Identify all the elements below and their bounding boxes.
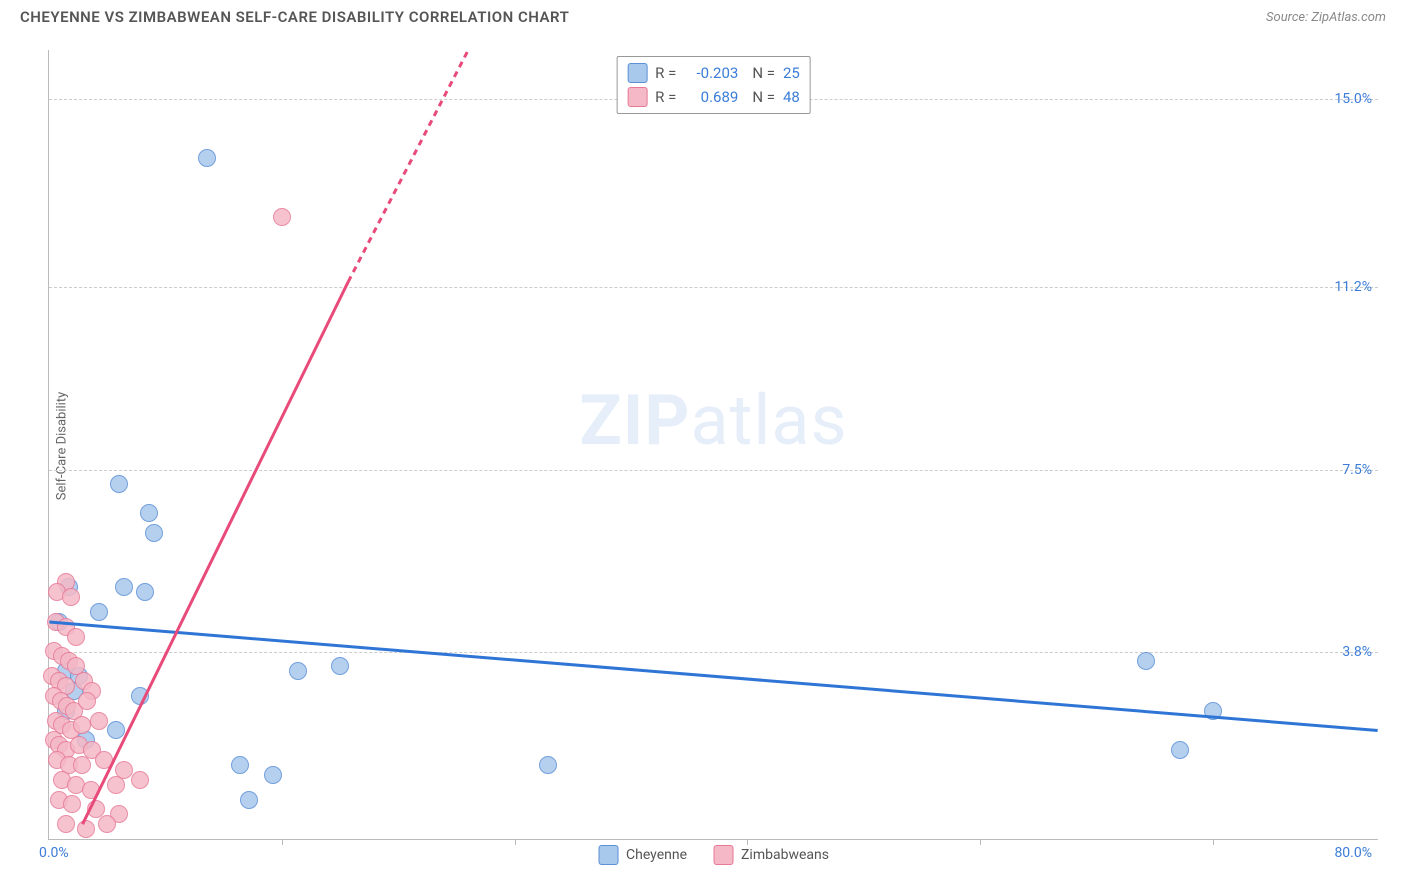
scatter-point	[98, 815, 116, 833]
legend-series-item: Cheyenne	[598, 845, 687, 865]
source-attribution: Source: ZipAtlas.com	[1266, 10, 1386, 25]
scatter-point	[231, 756, 249, 774]
scatter-point	[273, 208, 291, 226]
legend-n-value: 48	[783, 88, 800, 106]
scatter-point	[289, 662, 307, 680]
correlation-legend: R = -0.203 N = 25 R = 0.689 N = 48	[616, 56, 811, 114]
x-axis-max-label: 80.0%	[1334, 845, 1372, 861]
scatter-point	[110, 475, 128, 493]
x-tick-mark	[980, 839, 981, 845]
chart-title: CHEYENNE VS ZIMBABWEAN SELF-CARE DISABIL…	[20, 8, 569, 26]
series-legend: Cheyenne Zimbabweans	[598, 845, 829, 865]
legend-series-item: Zimbabweans	[713, 845, 829, 865]
legend-n-label: N =	[752, 88, 775, 106]
scatter-point	[57, 815, 75, 833]
scatter-point	[198, 149, 216, 167]
legend-series-label: Zimbabweans	[741, 847, 829, 863]
trend-line	[49, 622, 1377, 730]
scatter-point	[90, 603, 108, 621]
scatter-point	[115, 578, 133, 596]
scatter-point	[73, 756, 91, 774]
x-tick-mark	[747, 839, 748, 845]
legend-swatch-icon	[598, 845, 618, 865]
legend-n-label: N =	[752, 64, 775, 82]
gridline-horizontal	[49, 652, 1378, 653]
legend-r-value: 0.689	[684, 88, 738, 106]
scatter-point	[95, 751, 113, 769]
scatter-point	[63, 795, 81, 813]
y-tick-label: 7.5%	[1342, 462, 1372, 478]
legend-n-value: 25	[783, 64, 800, 82]
scatter-point	[73, 716, 91, 734]
header-row: CHEYENNE VS ZIMBABWEAN SELF-CARE DISABIL…	[0, 0, 1406, 30]
scatter-point	[1171, 741, 1189, 759]
watermark: ZIPatlas	[579, 380, 847, 462]
trend-line-extrapolated	[348, 50, 481, 282]
scatter-point	[145, 524, 163, 542]
legend-series-label: Cheyenne	[626, 847, 687, 863]
scatter-point	[78, 692, 96, 710]
scatter-point	[240, 791, 258, 809]
scatter-point	[1137, 652, 1155, 670]
scatter-point	[136, 583, 154, 601]
scatter-point	[90, 712, 108, 730]
gridline-horizontal	[49, 470, 1378, 471]
scatter-point	[107, 721, 125, 739]
legend-r-label: R =	[655, 64, 676, 82]
scatter-point	[331, 657, 349, 675]
legend-r-label: R =	[655, 88, 676, 106]
scatter-point	[140, 504, 158, 522]
x-tick-mark	[282, 839, 283, 845]
scatter-point	[67, 628, 85, 646]
scatter-point	[1204, 702, 1222, 720]
trend-line	[83, 282, 349, 824]
legend-correlation-row: R = -0.203 N = 25	[627, 61, 800, 85]
scatter-point	[82, 781, 100, 799]
watermark-bold: ZIP	[579, 380, 690, 462]
scatter-point	[131, 687, 149, 705]
x-tick-mark	[1213, 839, 1214, 845]
y-tick-label: 15.0%	[1334, 91, 1372, 107]
legend-swatch-icon	[627, 63, 647, 83]
legend-swatch-icon	[627, 87, 647, 107]
legend-r-value: -0.203	[684, 64, 738, 82]
scatter-point	[131, 771, 149, 789]
x-tick-mark	[515, 839, 516, 845]
scatter-point	[107, 776, 125, 794]
chart-plot-area: ZIPatlas R =-0.203N =25R =0.689N =48 0.0…	[48, 50, 1378, 840]
gridline-horizontal	[49, 287, 1378, 288]
scatter-point	[539, 756, 557, 774]
legend-swatch-icon	[713, 845, 733, 865]
scatter-point	[62, 588, 80, 606]
scatter-point	[77, 820, 95, 838]
y-tick-label: 3.8%	[1342, 644, 1372, 660]
trend-lines-layer	[49, 50, 1378, 839]
scatter-point	[264, 766, 282, 784]
y-tick-label: 11.2%	[1334, 279, 1372, 295]
legend-correlation-row: R = 0.689 N = 48	[627, 85, 800, 109]
watermark-light: atlas	[690, 380, 847, 462]
x-axis-min-label: 0.0%	[39, 845, 69, 861]
